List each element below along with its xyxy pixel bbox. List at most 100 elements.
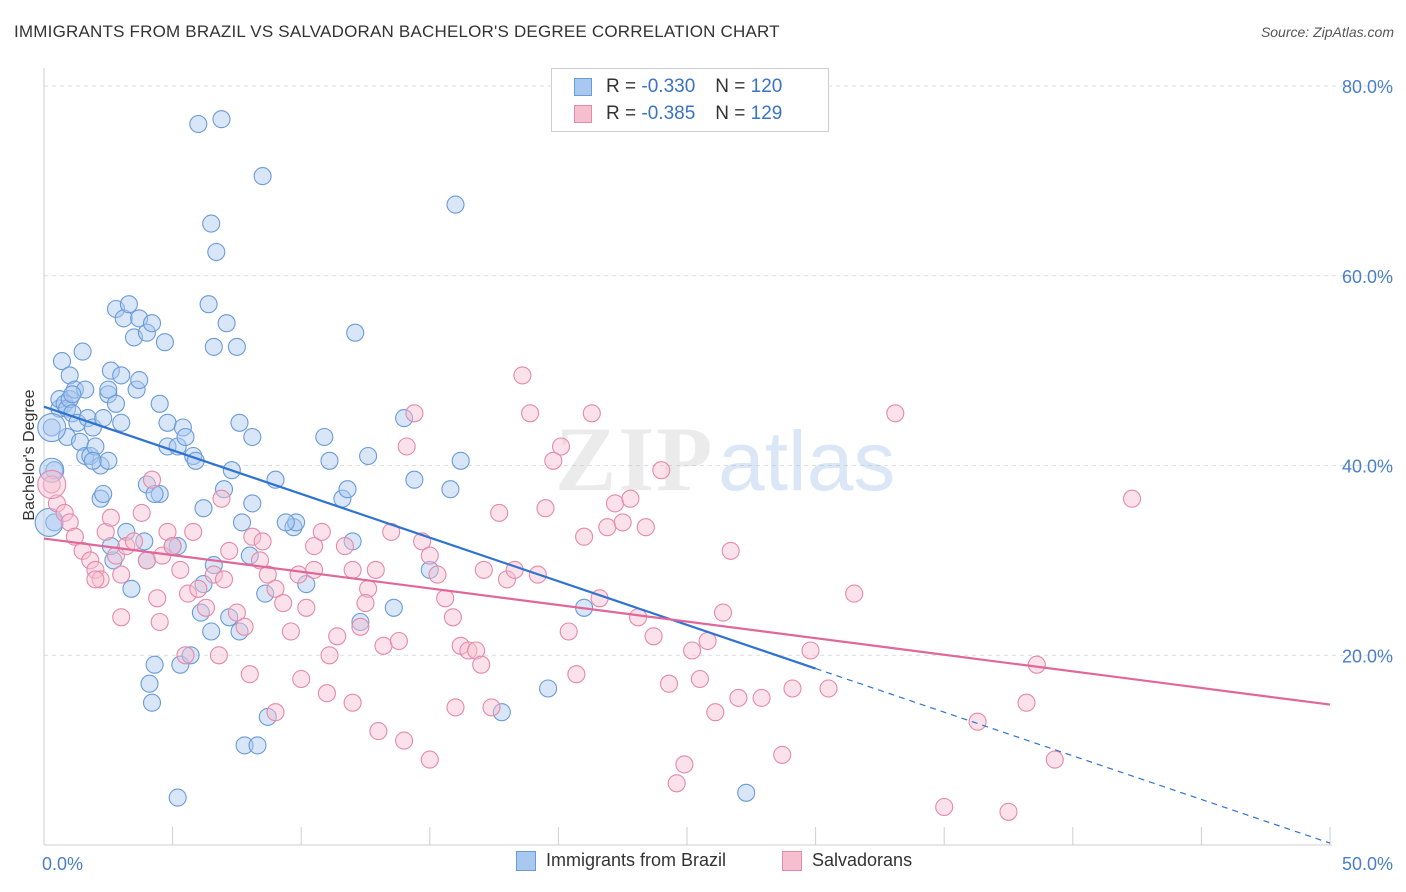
point-salvadoran (250, 551, 270, 570)
point-brazil (199, 295, 218, 314)
legend-r-value: -0.330 (641, 76, 696, 97)
point-salvadoran (297, 598, 316, 617)
legend-swatch-brazil (574, 78, 592, 96)
point-salvadoran (490, 503, 509, 522)
point-salvadoran (467, 641, 486, 660)
point-salvadoran (351, 617, 370, 636)
point-salvadoran (328, 627, 347, 646)
point-brazil (184, 446, 203, 466)
series-legend: Immigrants from Brazil Salvadorans (0, 850, 1406, 878)
point-brazil (65, 380, 84, 399)
point-brazil (202, 622, 221, 641)
point-salvadoran (551, 437, 571, 456)
y-axis-label: Bachelor's Degree (21, 389, 38, 520)
legend-r-value: -0.385 (641, 103, 696, 124)
point-salvadoran (536, 499, 555, 518)
point-salvadoran (356, 594, 375, 613)
point-brazil (135, 532, 154, 551)
point-brazil (338, 480, 357, 499)
point-brazil (150, 394, 169, 413)
point-brazil (256, 584, 275, 603)
point-salvadoran (374, 636, 393, 655)
point-salvadoran (675, 755, 694, 774)
point-salvadoran (96, 522, 115, 541)
legend-item-brazil: Immigrants from Brazil (516, 850, 726, 871)
trend-line-brazil (43, 405, 816, 670)
point-salvadoran (459, 641, 478, 660)
point-brazil (63, 385, 82, 404)
point-salvadoran (243, 527, 262, 546)
point-brazil (140, 674, 159, 693)
trend-line-brazil-extrapolated (815, 667, 1331, 844)
point-brazil (99, 451, 118, 470)
point-brazil (168, 788, 187, 807)
point-salvadoran (482, 698, 501, 717)
point-brazil (194, 499, 213, 518)
point-brazil (137, 323, 156, 342)
legend-n-value: 129 (750, 103, 783, 124)
point-salvadoran (521, 404, 540, 423)
point-brazil (248, 736, 267, 755)
point-brazil (52, 352, 72, 371)
point-brazil (112, 413, 131, 432)
y-tick-label: 60.0% (1342, 267, 1393, 287)
point-salvadoran (497, 570, 517, 589)
legend-r-label: R = (606, 103, 637, 124)
point-salvadoran (163, 537, 182, 556)
point-brazil (106, 394, 126, 413)
legend-row-brazil: R = -0.330 N = 120 (574, 74, 782, 100)
point-brazil (191, 603, 210, 622)
point-salvadoran (436, 589, 455, 608)
point-brazil (60, 390, 79, 409)
point-brazil (168, 537, 187, 556)
point-brazil (204, 337, 223, 356)
trend-line-salvadoran (43, 537, 1331, 706)
point-salvadoran (420, 546, 439, 565)
point-salvadoran (935, 797, 954, 817)
point-brazil (83, 418, 102, 437)
point-salvadoran (176, 646, 195, 665)
point-salvadoran (886, 404, 905, 423)
point-salvadoran (47, 494, 66, 513)
point-salvadoran (305, 560, 324, 579)
legend-item-salvadoran: Salvadorans (782, 850, 912, 871)
point-brazil (227, 337, 246, 356)
point-brazil (73, 342, 92, 361)
point-brazil (99, 380, 118, 399)
legend-label-brazil: Immigrants from Brazil (546, 850, 727, 870)
point-large (37, 412, 67, 443)
chart-title: IMMIGRANTS FROM BRAZIL VS SALVADORAN BAC… (14, 22, 780, 41)
legend-label-salvadoran: Salvadorans (812, 850, 913, 870)
point-salvadoran (317, 684, 336, 703)
point-salvadoran (112, 565, 131, 584)
point-salvadoran (292, 669, 311, 689)
point-brazil (446, 195, 465, 214)
point-salvadoran (112, 608, 131, 627)
point-brazil (230, 413, 249, 432)
point-salvadoran (420, 750, 439, 769)
axes (43, 68, 1332, 846)
point-brazil (176, 427, 195, 447)
point-salvadoran (86, 570, 105, 589)
point-salvadoran (196, 598, 216, 617)
point-brazil (492, 703, 511, 722)
point-salvadoran (801, 641, 820, 660)
point-salvadoran (405, 404, 424, 423)
point-salvadoran (204, 565, 223, 584)
point-salvadoran (559, 622, 578, 641)
point-salvadoran (389, 631, 408, 651)
point-brazil (395, 409, 414, 428)
point-salvadoran (227, 603, 246, 622)
point-brazil (119, 295, 138, 314)
point-salvadoran (158, 522, 177, 541)
point-salvadoran (1017, 693, 1036, 712)
point-salvadoran (81, 551, 100, 570)
point-brazil (189, 114, 208, 134)
y-tick-label: 40.0% (1342, 457, 1393, 477)
point-brazil (359, 446, 378, 466)
point-salvadoran (567, 665, 586, 684)
y-tick-label: 80.0% (1342, 77, 1393, 97)
point-brazil (207, 242, 226, 262)
point-salvadoran (320, 646, 339, 665)
